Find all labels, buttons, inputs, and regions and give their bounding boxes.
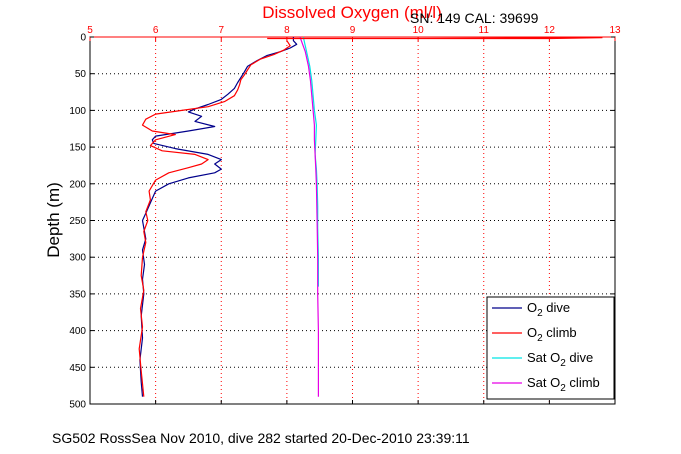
series-line-o2-dive: [139, 37, 298, 397]
x-tick-label: 10: [413, 25, 425, 36]
y-tick-label: 450: [69, 363, 86, 374]
series-line-surface-spike: [267, 37, 603, 40]
x-tick-label: 8: [284, 25, 290, 36]
x-axis-ticks: 5 6 7 8 9 10 11 12 13: [87, 25, 621, 404]
y-tick-label: 400: [69, 326, 86, 337]
y-tick-label: 150: [69, 143, 86, 154]
x-tick-label: 5: [87, 25, 93, 36]
serial-label: SN: 149 CAL: 39699: [410, 10, 539, 26]
y-tick-label: 300: [69, 253, 86, 264]
legend: O2 dive O2 climb Sat O2 dive Sat O2 climb: [486, 296, 615, 400]
y-axis-ticks: 0 50 100 150 200 250 300 350 400 450 500: [69, 33, 615, 411]
legend-label-o2-dive: O2 dive: [527, 300, 570, 319]
y-tick-label: 0: [80, 33, 86, 44]
x-tick-label: 12: [544, 25, 556, 36]
y-axis-label: Depth (m): [44, 182, 63, 258]
x-tick-label: 11: [479, 25, 490, 36]
y-tick-label: 50: [75, 69, 87, 80]
y-tick-label: 200: [69, 179, 86, 190]
x-tick-label: 7: [218, 25, 224, 36]
chart-caption: SG502 RossSea Nov 2010, dive 282 started…: [52, 430, 470, 446]
y-tick-label: 350: [69, 289, 86, 300]
legend-label-sat-o2-dive: Sat O2 dive: [527, 350, 593, 369]
legend-label-sat-o2-climb: Sat O2 climb: [527, 375, 600, 394]
x-tick-label: 13: [609, 25, 621, 36]
series-line-sat-o2-climb: [299, 36, 319, 397]
chart-title: Dissolved Oxygen (ml/l): [262, 3, 442, 22]
legend-box: [486, 296, 615, 400]
legend-label-o2-climb: O2 climb: [527, 325, 577, 344]
x-tick-label: 9: [350, 25, 356, 36]
y-tick-label: 250: [69, 216, 86, 227]
series-line-o2-climb: [138, 40, 291, 397]
series-lines: [138, 36, 603, 397]
series-line-sat-o2-dive: [302, 36, 319, 287]
y-tick-label: 100: [69, 106, 86, 117]
y-tick-label: 500: [69, 400, 86, 411]
x-tick-label: 6: [153, 25, 159, 36]
